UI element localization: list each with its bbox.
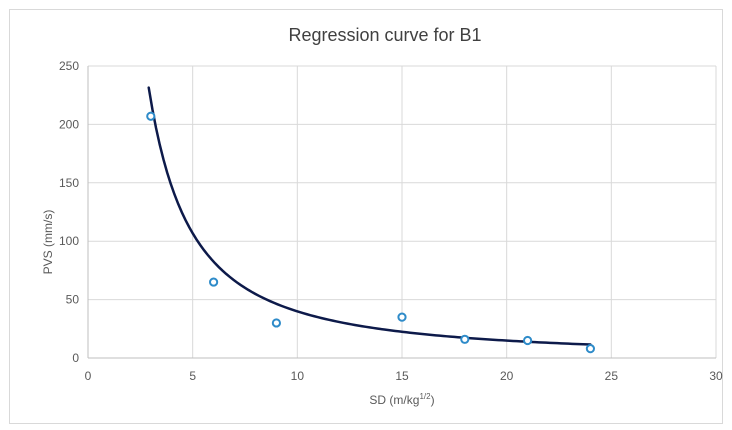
data-point [209,277,219,287]
data-point [585,344,596,354]
y-tick-label: 0 [72,351,79,365]
data-point [460,334,470,344]
x-tick-label: 20 [500,369,514,383]
data-point [271,318,281,328]
x-tick-label: 5 [189,369,196,383]
point-layer [146,111,596,354]
x-tick-label: 25 [605,369,619,383]
x-axis-label: SD (m/kg1/2) [369,392,434,407]
x-tick-label: 30 [709,369,723,383]
y-tick-label: 250 [59,59,79,73]
grid-layer [88,65,717,358]
data-point [146,111,156,121]
tick-layer: 0 50 100 150 200 250 0 5 10 15 20 25 30 [59,59,723,383]
x-tick-label: 0 [85,369,92,383]
x-tick-label: 10 [291,369,305,383]
data-point [397,312,407,322]
axis-layer [87,66,716,359]
y-tick-label: 100 [59,234,79,248]
chart-title: Regression curve for B1 [288,25,481,45]
x-axis-label-end: ) [431,393,435,407]
regression-curve [147,86,592,346]
y-tick-label: 150 [59,176,79,190]
data-point [523,335,533,346]
y-tick-label: 50 [66,293,80,307]
chart-border [9,9,723,424]
x-axis-label-sup: 1/2 [419,392,431,401]
curve-layer [147,86,592,346]
x-axis-label-main: SD (m/kg [369,393,419,407]
y-axis-label: PVS (mm/s) [41,210,55,275]
y-tick-label: 200 [59,117,79,131]
x-tick-label: 15 [395,369,409,383]
